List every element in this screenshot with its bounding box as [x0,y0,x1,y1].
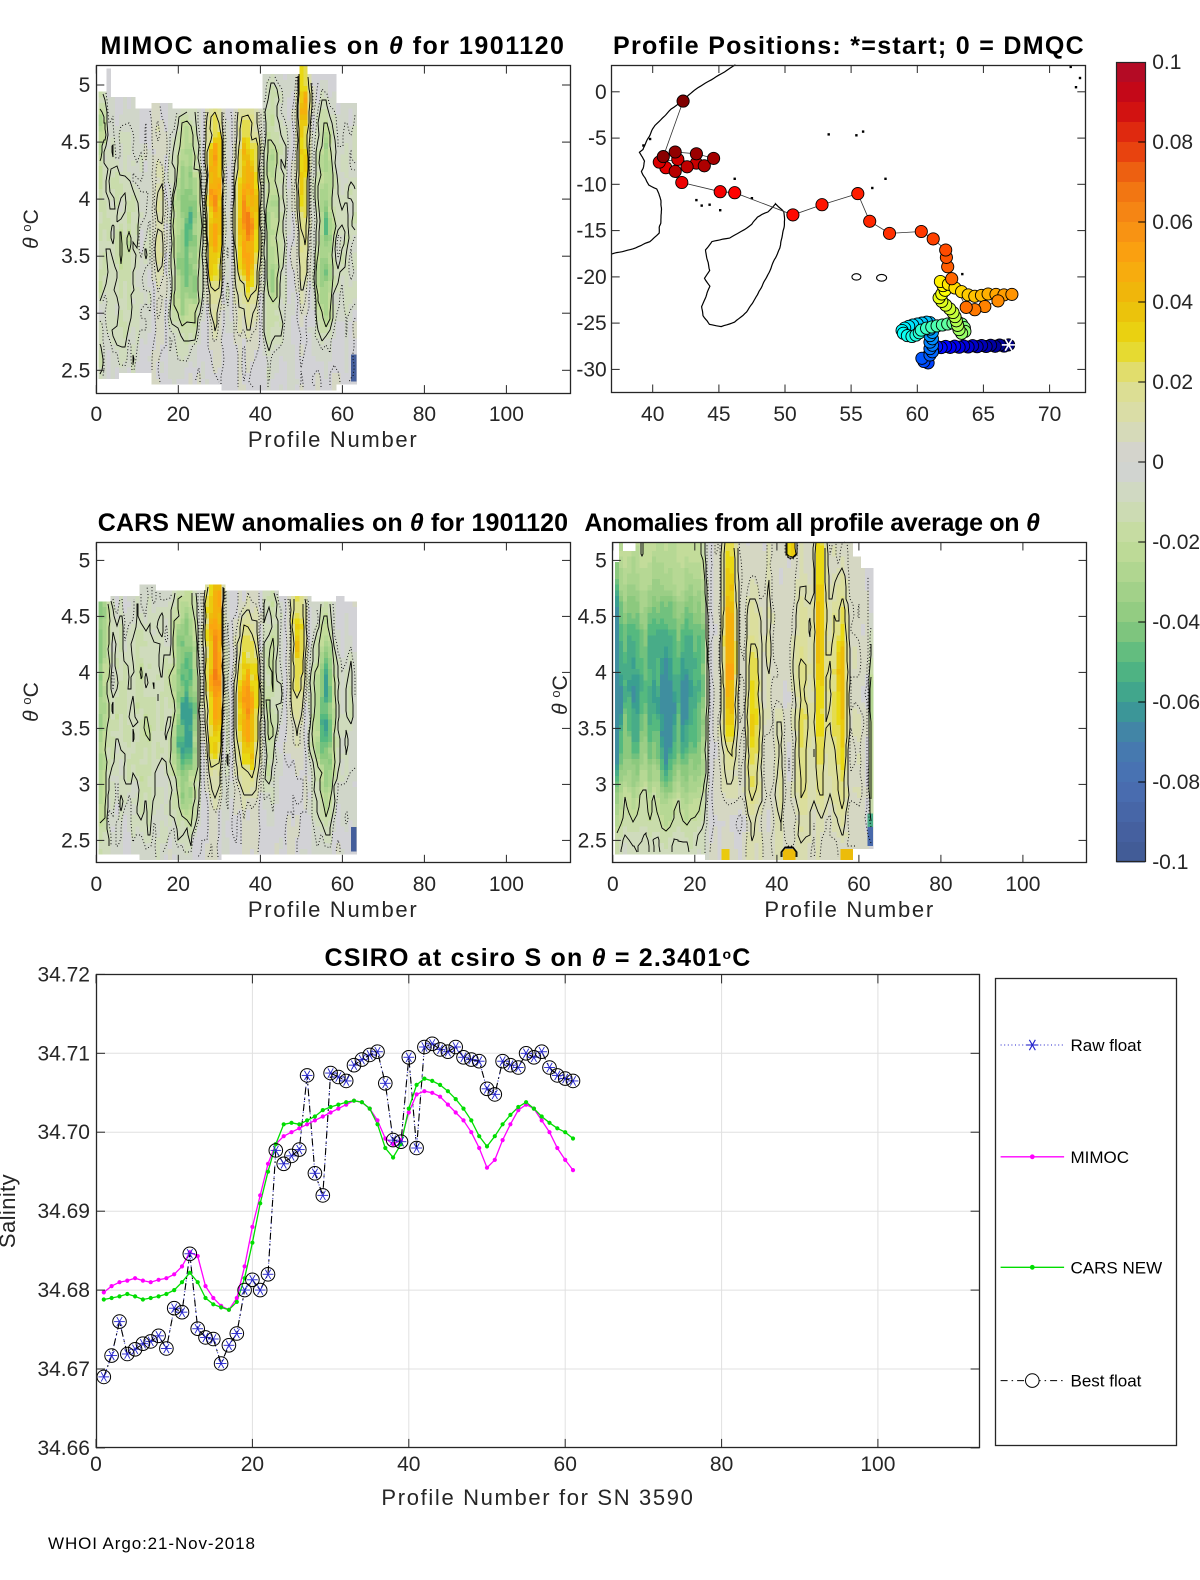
svg-text:0: 0 [607,873,619,896]
svg-text:Best float: Best float [1071,1372,1142,1391]
svg-text:Profile Number for SN 3590: Profile Number for SN 3590 [381,1485,694,1510]
svg-text:0: 0 [1152,451,1164,474]
svg-text:40: 40 [249,873,272,896]
svg-text:60: 60 [331,403,354,426]
svg-text:34.68: 34.68 [37,1279,90,1302]
svg-text:0: 0 [90,873,102,896]
svg-text:-5: -5 [588,127,607,150]
svg-text:3.5: 3.5 [61,245,90,268]
svg-text:5: 5 [595,549,607,572]
svg-text:55: 55 [839,403,862,426]
svg-text:-30: -30 [576,358,606,381]
svg-text:θ oC: θ oC [19,682,43,722]
svg-text:50: 50 [773,403,796,426]
svg-text:5: 5 [79,74,91,97]
svg-text:20: 20 [683,873,706,896]
svg-text:45: 45 [707,403,730,426]
svg-text:0.02: 0.02 [1152,371,1193,394]
svg-text:2.5: 2.5 [61,359,90,382]
svg-text:34.69: 34.69 [37,1200,90,1223]
svg-text:0: 0 [90,403,102,426]
svg-text:-15: -15 [576,220,606,243]
svg-text:34.72: 34.72 [37,963,90,986]
svg-text:100: 100 [860,1453,895,1476]
svg-text:-0.08: -0.08 [1152,771,1200,794]
svg-text:Profile Number: Profile Number [248,427,419,452]
svg-text:0.08: 0.08 [1152,131,1193,154]
svg-text:Profile Number: Profile Number [764,897,935,922]
svg-text:-0.1: -0.1 [1152,851,1188,874]
svg-text:2.5: 2.5 [578,829,607,852]
svg-text:60: 60 [906,403,929,426]
svg-text:4.5: 4.5 [61,605,90,628]
svg-text:Profile Number: Profile Number [248,897,419,922]
svg-text:2.5: 2.5 [61,829,90,852]
svg-text:-25: -25 [576,312,606,335]
svg-text:40: 40 [249,403,272,426]
svg-text:Profile Positions: *=start; 0: Profile Positions: *=start; 0 = DMQC [613,32,1085,60]
svg-text:40: 40 [397,1453,420,1476]
svg-text:4: 4 [79,188,91,211]
svg-text:0.06: 0.06 [1152,211,1193,234]
svg-text:80: 80 [710,1453,733,1476]
svg-text:3: 3 [595,773,607,796]
svg-text:80: 80 [413,403,436,426]
svg-text:40: 40 [641,403,664,426]
svg-text:80: 80 [413,873,436,896]
svg-text:MIMOC anomalies on θ for 1901: MIMOC anomalies on θ for 1901120 [101,32,566,60]
svg-text:CSIRO at csiro S on θ = 2.3401: CSIRO at csiro S on θ = 2.3401oC [324,944,751,972]
svg-text:65: 65 [972,403,995,426]
svg-text:MIMOC: MIMOC [1071,1148,1130,1167]
svg-text:4: 4 [595,661,607,684]
svg-text:-20: -20 [576,266,606,289]
svg-text:Salinity: Salinity [0,1174,20,1248]
svg-text:4.5: 4.5 [578,605,607,628]
svg-text:0.1: 0.1 [1152,51,1181,74]
svg-text:60: 60 [554,1453,577,1476]
svg-text:70: 70 [1038,403,1061,426]
svg-text:3: 3 [79,773,91,796]
svg-text:3: 3 [79,302,91,325]
svg-text:-0.02: -0.02 [1152,531,1200,554]
svg-text:-0.06: -0.06 [1152,691,1200,714]
svg-text:60: 60 [331,873,354,896]
svg-text:0: 0 [595,81,607,104]
svg-text:40: 40 [765,873,788,896]
svg-text:3.5: 3.5 [578,717,607,740]
svg-text:20: 20 [241,1453,264,1476]
svg-text:34.67: 34.67 [37,1358,90,1381]
svg-text:-10: -10 [576,173,606,196]
svg-text:CARS NEW anomalies on θ for 19: CARS NEW anomalies on θ for 1901120 [98,509,568,537]
svg-text:0.04: 0.04 [1152,291,1193,314]
svg-text:CARS NEW: CARS NEW [1071,1258,1163,1277]
svg-text:Raw float: Raw float [1071,1036,1142,1055]
svg-text:60: 60 [847,873,870,896]
svg-text:5: 5 [79,549,91,572]
svg-text:100: 100 [489,403,524,426]
svg-text:WHOI Argo:21-Nov-2018: WHOI Argo:21-Nov-2018 [48,1534,256,1553]
svg-text:20: 20 [167,873,190,896]
svg-text:100: 100 [1005,873,1040,896]
svg-text:34.66: 34.66 [37,1437,90,1460]
svg-text:-0.04: -0.04 [1152,611,1200,634]
svg-text:3.5: 3.5 [61,717,90,740]
svg-text:100: 100 [489,873,524,896]
svg-text:34.70: 34.70 [37,1121,90,1144]
svg-text:80: 80 [929,873,952,896]
svg-text:34.71: 34.71 [37,1042,90,1065]
svg-text:4.5: 4.5 [61,131,90,154]
svg-text:0: 0 [90,1453,102,1476]
svg-text:4: 4 [79,661,91,684]
svg-text:Anomalies from all profile ave: Anomalies from all profile average on θ [584,509,1040,537]
svg-text:20: 20 [167,403,190,426]
